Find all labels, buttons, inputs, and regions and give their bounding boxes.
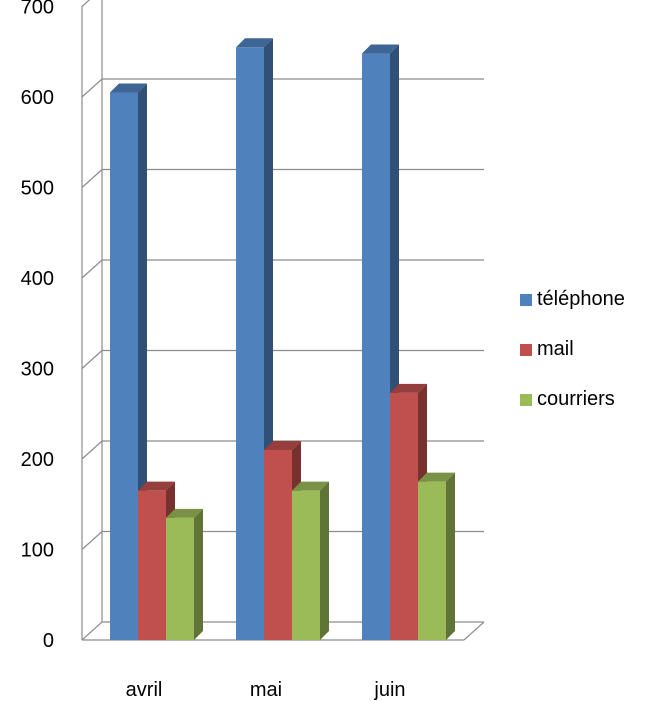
bar-front <box>292 490 320 640</box>
bar-front <box>236 47 264 641</box>
legend-item: téléphone <box>520 288 625 310</box>
legend-item: courriers <box>520 388 615 410</box>
bar-front <box>166 517 194 640</box>
gridline <box>81 349 484 369</box>
bar-side <box>194 508 203 640</box>
bar-front <box>418 481 446 640</box>
x-category-label: mai <box>250 679 282 701</box>
bar-front <box>390 392 418 640</box>
bar-courriers-mai <box>292 481 329 640</box>
bar-top <box>138 481 175 491</box>
x-axis-categories: avril mai juin <box>126 679 406 701</box>
y-tick-label: 100 <box>21 540 54 562</box>
bar-courriers-juin <box>418 472 455 640</box>
gridline <box>81 440 484 460</box>
legend-swatch <box>520 294 532 306</box>
y-tick-label: 500 <box>21 178 54 200</box>
bar-top <box>418 472 455 482</box>
bars <box>110 38 455 641</box>
x-category-label: avril <box>126 679 163 701</box>
bar-side <box>320 481 329 640</box>
legend-item: mail <box>520 338 574 360</box>
gridline <box>81 621 484 641</box>
gridline <box>81 259 484 279</box>
legend-label: téléphone <box>537 288 625 310</box>
bar-top <box>390 383 427 393</box>
legend-label: courriers <box>537 388 615 410</box>
legend-label: mail <box>537 338 574 360</box>
gridline <box>81 168 484 188</box>
floor-right-edge <box>463 621 485 641</box>
y-tick-label: 700 <box>21 0 54 19</box>
bar-top <box>362 44 399 54</box>
y-tick-label: 300 <box>21 359 54 381</box>
legend-swatch <box>520 344 532 356</box>
gridline <box>81 0 91 7</box>
bar-front <box>264 449 292 640</box>
bar-front <box>110 92 138 641</box>
legend-swatch <box>520 394 532 406</box>
x-category-label: juin <box>373 679 405 701</box>
bar-front <box>138 490 166 640</box>
bar-courriers-avril <box>166 508 203 640</box>
bar-front <box>362 53 390 641</box>
bar-top <box>236 38 273 48</box>
gridline <box>81 78 484 98</box>
bar-top <box>166 508 203 518</box>
bar-top <box>264 440 301 450</box>
y-axis-ticks: 0 100 200 300 400 500 600 700 <box>21 0 54 652</box>
y-tick-label: 0 <box>43 630 54 652</box>
bar-top <box>292 481 329 491</box>
y-tick-label: 200 <box>21 449 54 471</box>
legend: téléphone mail courriers <box>520 288 625 410</box>
y-tick-label: 400 <box>21 268 54 290</box>
y-tick-label: 600 <box>21 87 54 109</box>
gridline <box>81 530 484 550</box>
bar-side <box>446 472 455 640</box>
bar-top <box>110 83 147 93</box>
